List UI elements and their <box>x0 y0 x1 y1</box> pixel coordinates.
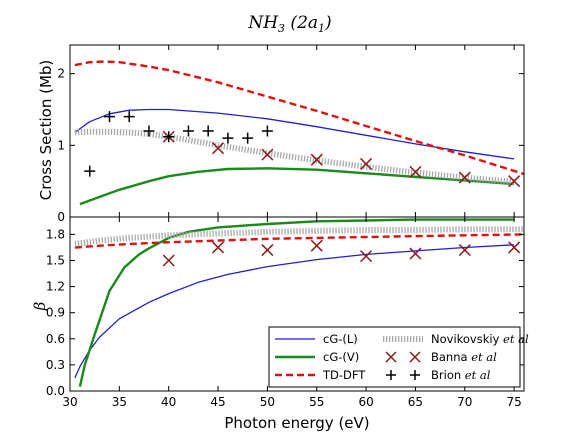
title-sub2: 1 <box>318 22 325 35</box>
top-novikovskiy-et-al-line <box>74 128 515 185</box>
bottom-banna-et-al-point-1 <box>212 241 225 254</box>
bottom-cg-l-line <box>74 244 515 379</box>
top-banna-et-al-point-1 <box>212 142 225 155</box>
bottom-banna-et-al-point-0 <box>162 254 175 267</box>
top-brion-et-al-point-3 <box>143 125 155 137</box>
bottom-xtick-label-2: 40 <box>161 395 176 409</box>
legend-item-1: Novikovskiy et al <box>383 332 529 346</box>
legend-item-4: TD-DFT <box>275 368 366 382</box>
bottom-xtick-label-6: 60 <box>358 395 373 409</box>
title-main: NH <box>247 13 279 33</box>
legend-label-2: cG-(V) <box>323 350 359 364</box>
legend-item-5: Brion et al <box>386 368 491 382</box>
top-cg-v-line <box>79 167 515 206</box>
bottom-ytick-label-5: 1.5 <box>46 254 65 268</box>
bottom-novikovskiy-et-al-line <box>74 226 524 247</box>
bottom-banna-et-al-point-4 <box>360 250 373 263</box>
legend-item-0: cG-(L) <box>275 332 358 346</box>
bottom-banna-et-al-point-7 <box>508 241 521 254</box>
bottom-ytick-label-1: 0.3 <box>46 358 65 372</box>
bottom-xtick-label-0: 30 <box>62 395 77 409</box>
bottom-xtick-label-5: 55 <box>309 395 324 409</box>
top-brion-et-al-point-4 <box>163 131 175 143</box>
top-ytick-label-0: 0 <box>57 210 65 224</box>
bottom-banna-et-al-point-6 <box>458 244 471 257</box>
top-plot-area <box>74 60 524 206</box>
bottom-ytick-label-4: 1.2 <box>46 280 65 294</box>
top-banna-et-al-point-3 <box>310 153 323 166</box>
legend-item-2: cG-(V) <box>275 350 359 364</box>
bottom-ytick-label-6: 1.8 <box>46 227 65 241</box>
legend-label-1: Novikovskiy et al <box>431 332 529 346</box>
xlabel: Photon energy (eV) <box>224 414 369 432</box>
legend: cG-(L) Novikovskiy et al cG-(V) Banna et al… <box>268 326 529 388</box>
bottom-banna-et-al-point-3 <box>310 239 323 252</box>
bottom-ylabel: β <box>31 301 49 311</box>
legend-label-5: Brion et al <box>431 368 491 382</box>
top-brion-et-al-point-5 <box>182 125 194 137</box>
top-brion-et-al-point-0 <box>84 165 96 177</box>
top-brion-et-al-point-7 <box>222 132 234 144</box>
bottom-ytick-label-2: 0.6 <box>46 332 65 346</box>
title-sub: 3 <box>278 22 285 35</box>
top-banna-et-al-point-5 <box>409 165 422 178</box>
bottom-xtick-label-8: 70 <box>457 395 472 409</box>
bottom-cg-v-line <box>78 218 515 387</box>
bottom-axes-frame <box>69 216 525 392</box>
legend-label-0: cG-(L) <box>323 332 358 346</box>
top-banna-et-al-point-4 <box>360 157 373 170</box>
title-close: ) <box>324 13 332 33</box>
top-brion-et-al-point-6 <box>202 125 214 137</box>
top-panel: 0 1 2 <box>57 44 525 224</box>
legend-swatch-5-1 <box>410 370 420 380</box>
top-ylabel: Cross Section (Mb) <box>37 60 55 201</box>
top-banna-et-al-point-6 <box>458 171 471 184</box>
bottom-ytick-label-0: 0.0 <box>46 384 65 398</box>
top-banna-et-al-point-7 <box>508 175 521 188</box>
legend-swatch-3-0 <box>385 351 397 363</box>
bottom-xtick-label-9: 75 <box>506 395 521 409</box>
legend-swatch-3-1 <box>409 351 421 363</box>
top-td-dft-line <box>74 60 524 176</box>
legend-label-3: Banna et al <box>431 350 497 364</box>
bottom-plot-area <box>74 218 524 387</box>
top-brion-et-al-point-1 <box>103 111 115 123</box>
top-brion-et-al-point-9 <box>261 125 273 137</box>
top-brion-et-al-point-2 <box>123 111 135 123</box>
bottom-banna-et-al-point-2 <box>261 244 274 257</box>
bottom-ytick-label-3: 0.9 <box>46 306 65 320</box>
legend-label-4: TD-DFT <box>322 368 366 382</box>
bottom-panel: 0.0 0.3 0.6 0.9 1.2 1.5 1.8 30 35 40 45 50 55 60 65 70 7… <box>46 216 525 409</box>
legend-swatch-5-0 <box>386 370 396 380</box>
title-rest: (2a <box>285 13 318 33</box>
bottom-xtick-label-3: 45 <box>210 395 225 409</box>
bottom-banna-et-al-point-5 <box>409 247 422 260</box>
top-banna-et-al-point-2 <box>261 148 274 161</box>
bottom-td-dft-line <box>74 233 524 249</box>
top-brion-et-al-point-8 <box>242 132 254 144</box>
bottom-xtick-label-1: 35 <box>112 395 127 409</box>
bottom-xtick-label-4: 50 <box>260 395 275 409</box>
bottom-xtick-label-7: 65 <box>408 395 423 409</box>
top-ytick-label-2: 2 <box>57 67 65 81</box>
top-ytick-label-1: 1 <box>57 138 65 152</box>
chart-title: NH3 (2a1) <box>247 13 331 35</box>
legend-item-3: Banna et al <box>385 350 497 364</box>
